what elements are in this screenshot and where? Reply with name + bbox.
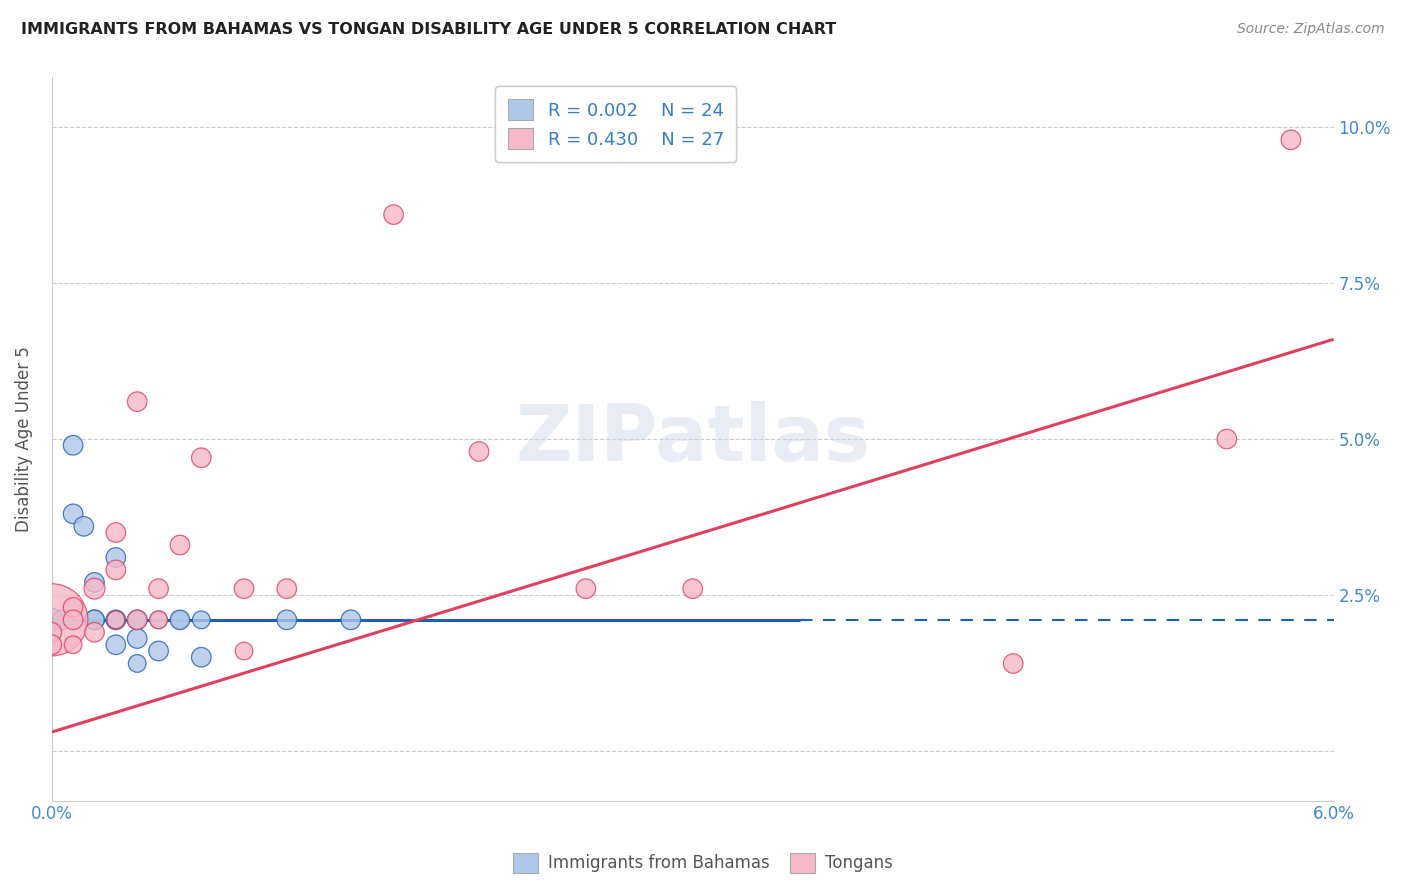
Point [62, 613, 84, 627]
Text: Source: ZipAtlas.com: Source: ZipAtlas.com [1237, 22, 1385, 37]
Point [1279, 133, 1302, 147]
Point [51, 613, 73, 627]
Point [62, 438, 84, 452]
Point [127, 657, 149, 671]
Point [169, 613, 191, 627]
Point [382, 208, 405, 222]
Point [104, 563, 127, 577]
Point [575, 582, 598, 596]
Point [62, 638, 84, 652]
Y-axis label: Disability Age Under 5: Disability Age Under 5 [15, 346, 32, 532]
Point [169, 538, 191, 552]
Point [83, 575, 105, 590]
Point [83, 625, 105, 640]
Legend: Immigrants from Bahamas, Tongans: Immigrants from Bahamas, Tongans [506, 847, 900, 880]
Point [127, 613, 149, 627]
Point [83, 582, 105, 596]
Point [104, 613, 127, 627]
Point [62, 600, 84, 615]
Point [468, 444, 491, 458]
Point [127, 632, 149, 646]
Legend: R = 0.002    N = 24, R = 0.430    N = 27: R = 0.002 N = 24, R = 0.430 N = 27 [495, 87, 737, 161]
Point [41, 638, 63, 652]
Point [104, 550, 127, 565]
Point [1002, 657, 1025, 671]
Point [127, 613, 149, 627]
Point [276, 613, 298, 627]
Point [276, 582, 298, 596]
Text: ZIPatlas: ZIPatlas [515, 401, 870, 477]
Point [190, 650, 212, 665]
Point [62, 507, 84, 521]
Text: IMMIGRANTS FROM BAHAMAS VS TONGAN DISABILITY AGE UNDER 5 CORRELATION CHART: IMMIGRANTS FROM BAHAMAS VS TONGAN DISABI… [21, 22, 837, 37]
Point [83, 613, 105, 627]
Point [148, 613, 170, 627]
Point [190, 450, 212, 465]
Point [148, 582, 170, 596]
Point [148, 644, 170, 658]
Point [41, 613, 63, 627]
Point [104, 613, 127, 627]
Point [73, 519, 96, 533]
Point [104, 638, 127, 652]
Point [41, 625, 63, 640]
Point [169, 613, 191, 627]
Point [104, 525, 127, 540]
Point [83, 613, 105, 627]
Point [127, 394, 149, 409]
Point [41, 613, 63, 627]
Point [190, 613, 212, 627]
Point [127, 613, 149, 627]
Point [1216, 432, 1239, 446]
Point [148, 613, 170, 627]
Point [233, 644, 256, 658]
Point [104, 613, 127, 627]
Point [682, 582, 704, 596]
Point [233, 582, 256, 596]
Point [340, 613, 363, 627]
